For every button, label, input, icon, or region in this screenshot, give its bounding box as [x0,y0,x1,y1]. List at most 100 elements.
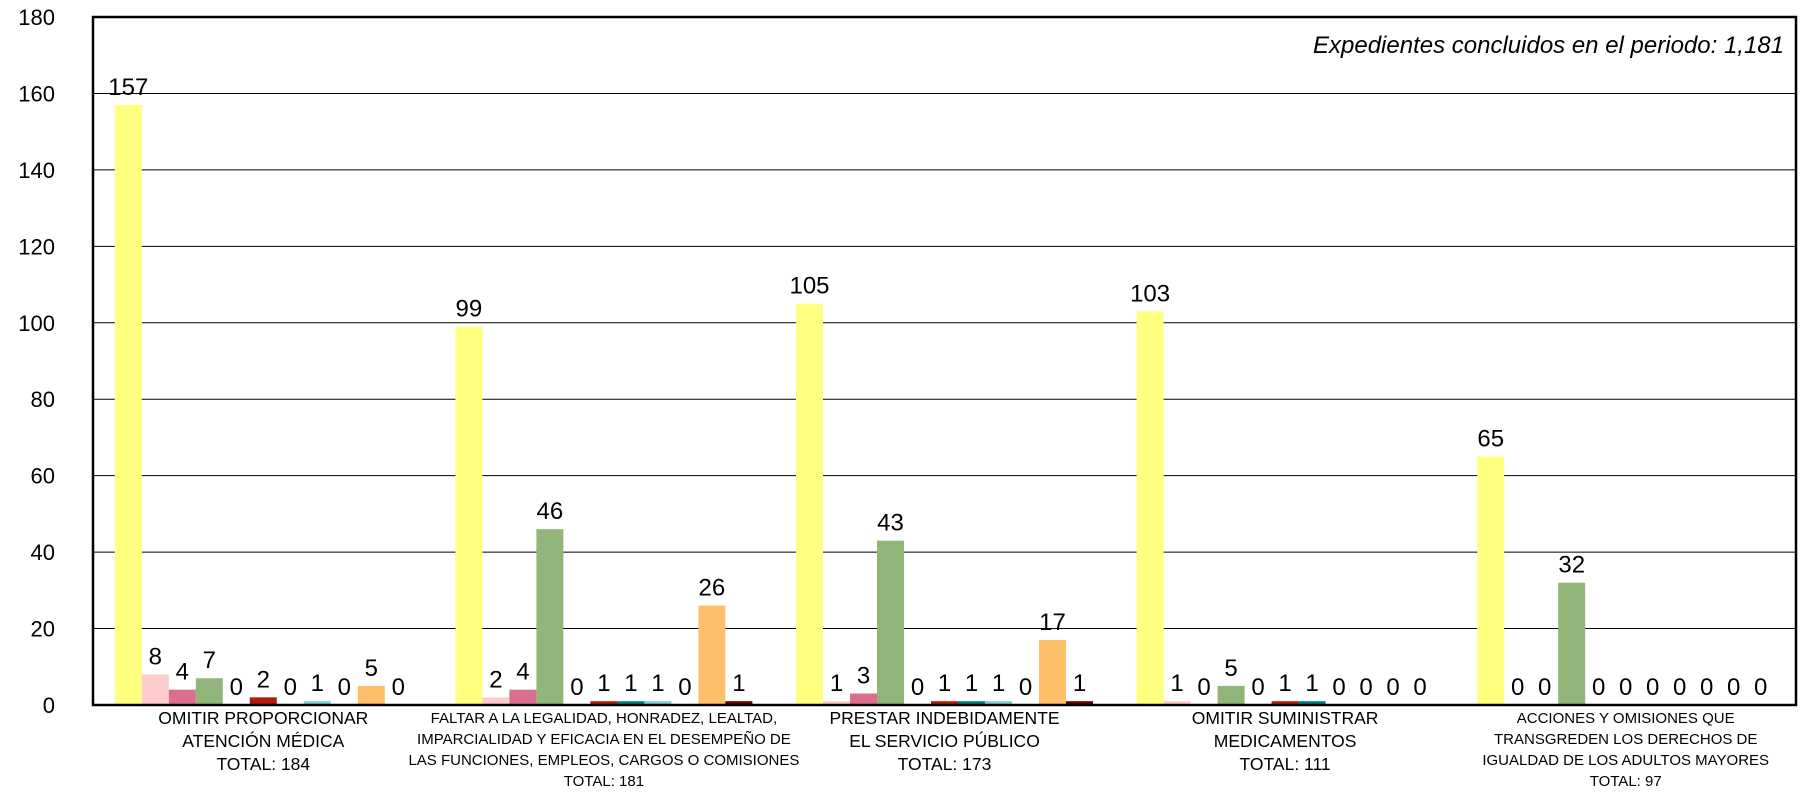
y-tick-label: 120 [18,234,55,259]
bar [141,674,169,705]
bar-value-label: 103 [1130,280,1170,307]
bar-value-label: 0 [1019,674,1032,701]
bar-value-label: 5 [1224,655,1237,682]
plot-area-frame [91,15,1798,707]
bar-value-label: 1 [1305,670,1318,697]
category-label: FALTAR A LA LEGALIDAD, HONRADEZ, LEALTAD… [408,710,799,790]
category-label: PRESTAR INDEBIDAMENTE EL SERVICIO PÚBLICO… [829,708,1059,774]
bar-value-label: 2 [489,666,502,693]
bar-value-label: 0 [1754,674,1767,701]
bar [482,697,510,705]
y-tick-label: 0 [43,693,55,718]
bar [850,693,877,705]
bar [796,303,823,705]
category-label-line: PRESTAR INDEBIDAMENTE [829,708,1059,728]
category-label-line: IGUALDAD DE LOS ADULTOS MAYORES [1482,752,1769,769]
bar [1066,701,1093,705]
bar [698,605,726,705]
bar-value-label: 1 [938,670,951,697]
bar-value-label: 8 [149,643,162,670]
bar-value-label: 46 [537,498,564,525]
bar-value-label: 0 [1197,674,1210,701]
bar-value-label: 1 [965,670,978,697]
bar [114,104,142,705]
bar-value-label: 1 [597,670,610,697]
bar-value-label: 0 [1511,674,1524,701]
bars [114,104,1586,705]
category-label-line: LAS FUNCIONES, EMPLEOS, CARGOS O COMISIO… [408,752,799,769]
bar-value-label: 0 [1673,674,1686,701]
bar-value-label: 1 [651,670,664,697]
bar-value-label: 1 [992,670,1005,697]
bar [249,697,277,705]
y-tick-label: 160 [18,81,55,106]
bar [1163,701,1191,705]
bar-value-label: 0 [570,674,583,701]
bar-value-label: 0 [1251,674,1264,701]
category-label-line: OMITIR PROPORCIONAR [158,708,368,728]
category-label-line: TOTAL: 173 [898,754,992,774]
category-label-line: TOTAL: 181 [564,773,644,790]
bar-value-label: 0 [1538,674,1551,701]
bar-value-label: 0 [1727,674,1740,701]
y-tick-label: 180 [18,5,55,30]
bar [168,689,196,705]
bar-value-label: 1 [624,670,637,697]
category-label: OMITIR PROPORCIONAR ATENCIÓN MÉDICA TOTAL:… [158,708,368,774]
bar-value-label: 4 [176,659,189,686]
bar [509,689,537,705]
bar-value-label: 1 [1170,670,1183,697]
category-label-line: ACCIONES Y OMISIONES QUE [1517,710,1735,727]
bar-value-label: 0 [1619,674,1632,701]
grid-lines [93,92,1796,630]
bar-value-label: 0 [1359,674,1372,701]
category-label-line: ATENCIÓN MÉDICA [182,730,344,751]
bar-value-label: 43 [877,510,904,537]
bar [1136,311,1164,705]
bar-value-label: 0 [284,674,297,701]
bar-value-label: 4 [516,659,529,686]
bar-value-label: 65 [1477,426,1504,453]
bar-value-label: 105 [789,273,829,300]
bar-value-label: 1 [732,670,745,697]
bar-value-label: 1 [1278,670,1291,697]
bar [617,701,645,705]
bar [931,701,958,705]
bar-value-label: 0 [1332,674,1345,701]
category-label-line: FALTAR A LA LEGALIDAD, HONRADEZ, LEALTAD… [431,710,778,727]
category-label-line: TOTAL: 97 [1590,773,1662,790]
bar [536,529,564,705]
y-tick-label: 100 [18,311,55,336]
bar [958,701,985,705]
bar [877,540,904,705]
bar-value-label: 0 [1700,674,1713,701]
y-tick-label: 80 [31,387,55,412]
category-label-line: EL SERVICIO PÚBLICO [849,730,1040,751]
bar [823,701,850,705]
bar [455,326,483,705]
bar [1217,685,1245,705]
bar-value-label: 157 [108,74,148,101]
category-labels: OMITIR PROPORCIONAR ATENCIÓN MÉDICA TOTAL:… [158,708,1769,790]
category-label: ACCIONES Y OMISIONES QUE TRANSGREDEN LOS … [1482,710,1769,790]
bar-value-label: 7 [203,647,216,674]
bar-value-label: 0 [1386,674,1399,701]
bar-value-label: 0 [1646,674,1659,701]
y-axis-ticks: 0 20 40 60 80 100 120 140 160 180 [18,5,55,718]
bar [1298,701,1326,705]
bar [725,701,753,705]
bar [195,678,223,705]
bar-value-label: 0 [1592,674,1605,701]
bar-value-label: 32 [1558,552,1585,579]
y-tick-label: 20 [31,617,55,642]
bar-value-label: 1 [830,670,843,697]
bar-value-label: 17 [1039,609,1066,636]
category-label-line: TRANSGREDEN LOS DERECHOS DE [1494,731,1757,748]
bar-value-label: 3 [857,663,870,690]
bar-value-label: 0 [230,674,243,701]
bar [1477,456,1505,705]
category-label-line: TOTAL: 184 [216,754,310,774]
annotation-total-concluded: Expedientes concluidos en el periodo: 1,… [1313,32,1784,59]
